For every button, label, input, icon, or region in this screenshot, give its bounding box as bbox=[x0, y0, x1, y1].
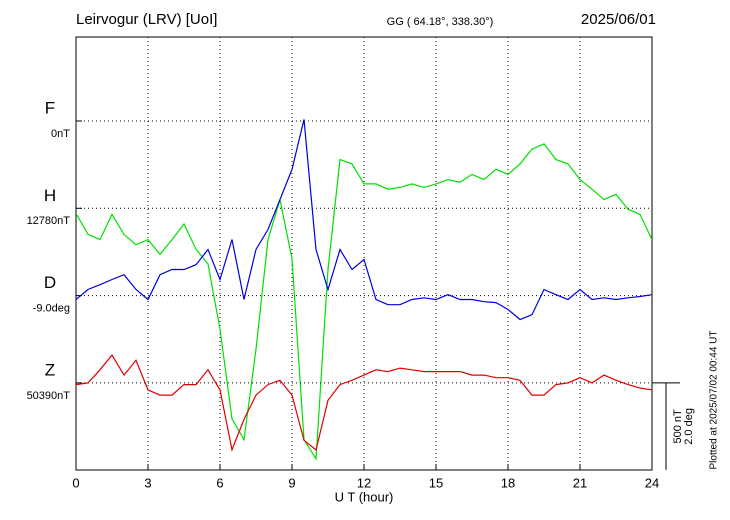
x-tick-label: 9 bbox=[288, 475, 295, 490]
series-name: Z bbox=[45, 360, 55, 379]
series-name: H bbox=[44, 186, 56, 205]
x-tick-label: 15 bbox=[429, 475, 443, 490]
x-tick-label: 24 bbox=[645, 475, 659, 490]
chart-title: Leirvogur (LRV) [UoI] bbox=[76, 11, 217, 28]
series-name: D bbox=[44, 273, 56, 292]
x-tick-label: 0 bbox=[72, 475, 79, 490]
x-tick-label: 18 bbox=[501, 475, 515, 490]
series-name: F bbox=[45, 98, 55, 117]
x-tick-label: 21 bbox=[573, 475, 587, 490]
footnote: Plotted at 2025/07/02 00:44 UT bbox=[709, 331, 720, 470]
chart-date: 2025/06/01 bbox=[581, 11, 656, 28]
series-line bbox=[76, 354, 652, 453]
baseline-label: -9.0deg bbox=[33, 303, 70, 315]
series-line bbox=[76, 143, 652, 461]
baseline-label: 0nT bbox=[51, 128, 70, 140]
baseline-label: 50390nT bbox=[27, 390, 71, 402]
scale-label: 500 nT bbox=[672, 409, 684, 444]
x-tick-label: 6 bbox=[216, 475, 223, 490]
x-tick-label: 12 bbox=[357, 475, 371, 490]
scale-label: 2.0 deg bbox=[683, 408, 695, 445]
chart-subtitle: GG ( 64.18°, 338.30°) bbox=[387, 16, 494, 28]
baseline-label: 12780nT bbox=[27, 215, 71, 227]
x-tick-label: 3 bbox=[144, 475, 151, 490]
x-axis-label: U T (hour) bbox=[335, 489, 394, 504]
series-line bbox=[76, 119, 652, 321]
